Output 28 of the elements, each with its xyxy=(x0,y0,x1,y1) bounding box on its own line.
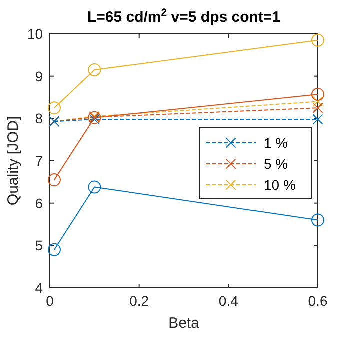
chart-title: L=65 cd/m$^{2}$ v=5 dps cont=1 xyxy=(87,7,281,26)
point xyxy=(48,102,61,115)
point xyxy=(312,34,324,47)
point xyxy=(312,214,324,227)
y-tick-label: 6 xyxy=(35,195,44,212)
x-tick-label: 0.4 xyxy=(218,293,239,309)
legend-label: 10 % xyxy=(264,177,296,193)
x-axis-title: Beta xyxy=(168,315,200,332)
legend-label: 1 % xyxy=(264,135,288,151)
y-tick-label: 4 xyxy=(35,280,44,296)
y-axis-title: Quality [JOD] xyxy=(5,116,22,206)
point xyxy=(48,243,61,256)
x-tick-label: 0.6 xyxy=(308,293,328,309)
point xyxy=(88,180,102,194)
point xyxy=(312,88,324,102)
point xyxy=(312,114,324,125)
point xyxy=(312,96,324,108)
y-tick-label: 7 xyxy=(35,153,44,169)
y-tick-label: 8 xyxy=(35,110,44,127)
x-tick-label: 0.2 xyxy=(130,293,150,309)
y-tick-label: 5 xyxy=(35,238,44,254)
y-tick-label: 9 xyxy=(35,68,44,84)
point xyxy=(88,63,102,76)
legend-label: 5 % xyxy=(264,156,288,172)
point xyxy=(312,102,324,114)
point xyxy=(48,174,61,187)
y-tick-label: 10 xyxy=(27,26,44,42)
x-tick-label: 0 xyxy=(46,293,54,309)
